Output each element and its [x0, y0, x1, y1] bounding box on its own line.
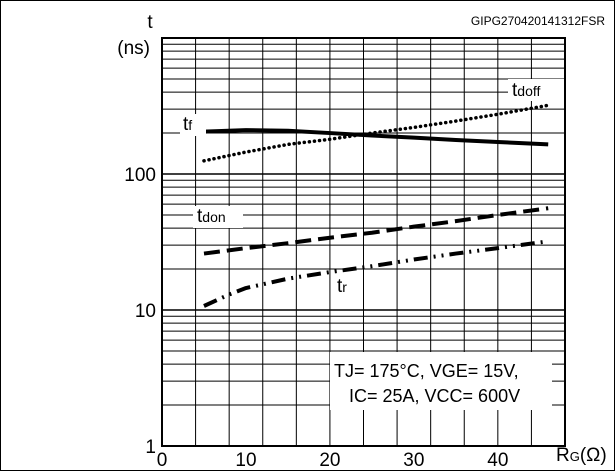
y-axis-label-main: t [147, 12, 153, 33]
series-line-tdoff [202, 103, 550, 163]
x-tick-label: 40 [487, 450, 508, 471]
y-tick-label: 100 [124, 165, 156, 186]
series-line-tr [203, 239, 549, 308]
figure-id: GIPG270420141312FSR [471, 14, 605, 28]
label-bg-tdoff [508, 79, 564, 101]
annotation-line1: TJ= 175°C, VGE= 15V, [334, 361, 519, 381]
series-label-tf: tf [183, 114, 192, 135]
series-line-tf [203, 128, 549, 147]
x-tick-label: 30 [403, 450, 424, 471]
label-bg-tr [334, 275, 356, 297]
x-axis-label-sub: G [570, 449, 580, 464]
series-layer [202, 103, 550, 308]
x-axis-label-unit: (Ω) [580, 445, 607, 466]
series-label-tdoff: tdoff [512, 80, 540, 101]
annotation-line2: IC= 25A, VCC= 600V [349, 386, 520, 406]
x-tick-label: 0 [157, 450, 168, 471]
plot-area [161, 37, 566, 447]
y-tick-label: 1 [145, 437, 156, 458]
label-bg-tf [180, 114, 206, 136]
x-axis-label: RG(Ω) [556, 445, 607, 466]
series-label-tdon: tdon [197, 206, 226, 227]
y-axis-label-unit: (ns) [117, 38, 150, 59]
x-tick-label: 20 [319, 450, 340, 471]
x-tick-label: 10 [235, 450, 256, 471]
series-label-tr: tr [337, 276, 347, 297]
tick-labels: 0 10 20 30 40 1 10 100 [124, 165, 508, 471]
label-bg-tdon [193, 206, 243, 228]
x-axis-label-main: R [556, 445, 570, 466]
y-tick-label: 10 [135, 301, 156, 322]
series-line-tdon [203, 206, 549, 256]
annotation-bg [330, 352, 552, 410]
